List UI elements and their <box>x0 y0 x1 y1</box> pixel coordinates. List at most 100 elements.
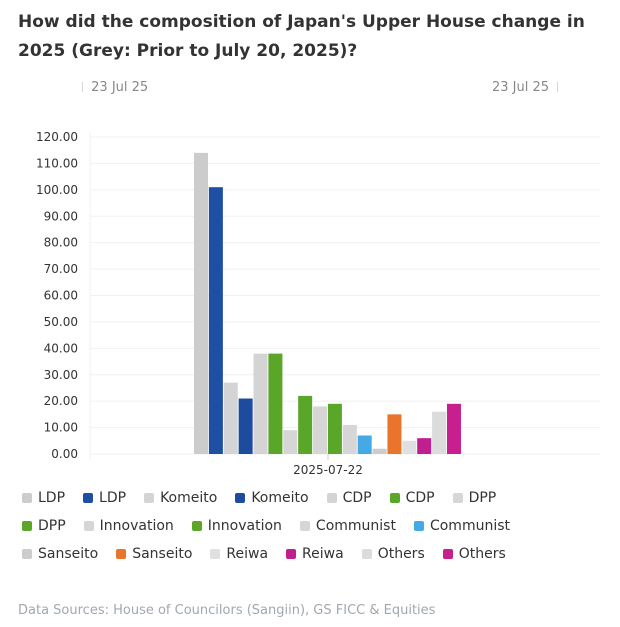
y-tick-label: 70.00 <box>44 262 78 276</box>
bar-chart: 0.00 10.00 20.00 30.00 40.00 50.00 60.00 70.00 8… <box>36 130 600 477</box>
legend-item-others-after[interactable]: Others <box>442 546 506 562</box>
bar-cdp-prior[interactable] <box>253 353 268 454</box>
y-tick-label: 50.00 <box>44 315 78 329</box>
y-axis: 0.00 10.00 20.00 30.00 40.00 50.00 60.00 70.00 8… <box>36 130 91 461</box>
legend-label: Sanseito <box>38 546 99 562</box>
y-tick-label: 60.00 <box>44 289 78 303</box>
legend-swatch <box>22 549 32 559</box>
range-start-label: 23 Jul 25 <box>91 80 149 95</box>
legend-swatch <box>210 549 221 559</box>
x-tick-label: 2025-07-22 <box>293 463 363 477</box>
legend-label: Communist <box>315 518 396 534</box>
y-tick-label: 0.00 <box>51 447 78 461</box>
bar-reiwa-after[interactable] <box>417 438 432 454</box>
bar-dpp-after[interactable] <box>298 395 313 454</box>
legend-swatch <box>144 493 155 503</box>
bar-ldp-after[interactable] <box>208 187 223 455</box>
legend-label: Sanseito <box>132 546 193 562</box>
legend-item-komeito-after[interactable]: Komeito <box>235 490 309 506</box>
legend-item-dpp-after[interactable]: DPP <box>22 518 66 534</box>
bar-others-after[interactable] <box>446 403 461 454</box>
legend-swatch <box>83 521 94 531</box>
legend-item-communist-prior[interactable]: Communist <box>299 518 396 534</box>
legend-item-innovation-after[interactable]: Innovation <box>191 518 282 534</box>
bar-reiwa-prior[interactable] <box>402 440 417 454</box>
bar-cdp-after[interactable] <box>268 353 283 454</box>
legend-swatch <box>452 493 463 503</box>
legend: LDP LDP Komeito Komeito CDP CDP DPP DPP Innovati… <box>22 484 612 568</box>
legend-swatch <box>116 549 127 559</box>
legend-row: LDP LDP Komeito Komeito CDP CDP DPP <box>22 484 612 512</box>
legend-label: Others <box>377 546 425 562</box>
legend-item-reiwa-after[interactable]: Reiwa <box>286 546 344 562</box>
data-source-note: Data Sources: House of Councilors (Sangi… <box>18 603 436 618</box>
y-tick-label: 30.00 <box>44 368 78 382</box>
legend-item-others-prior[interactable]: Others <box>361 546 425 562</box>
bar-innovation-prior[interactable] <box>313 406 328 454</box>
legend-label: Innovation <box>99 518 174 534</box>
legend-item-cdp-after[interactable]: CDP <box>389 490 435 506</box>
legend-label: LDP <box>38 490 66 506</box>
legend-label: DPP <box>468 490 497 506</box>
legend-label: Reiwa <box>302 546 344 562</box>
legend-row: DPP Innovation Innovation Communist Communis… <box>22 512 612 540</box>
bar-others-prior[interactable] <box>432 411 447 454</box>
y-tick-label: 120.00 <box>36 130 78 144</box>
legend-item-dpp-prior[interactable]: DPP <box>452 490 497 506</box>
legend-item-communist-after[interactable]: Communist <box>413 518 511 534</box>
bars <box>194 152 461 455</box>
y-tick-label: 40.00 <box>44 341 78 355</box>
bar-komeito-prior[interactable] <box>223 382 238 454</box>
bar-innovation-after[interactable] <box>327 403 342 454</box>
x-axis: 2025-07-22 <box>293 454 363 477</box>
bar-sanseito-prior[interactable] <box>372 448 387 454</box>
legend-swatch <box>299 521 310 531</box>
legend-item-ldp-prior[interactable]: LDP <box>22 490 65 506</box>
legend-swatch <box>389 493 400 503</box>
range-end-handle[interactable]: 23 Jul 25 <box>492 80 558 95</box>
bar-dpp-prior[interactable] <box>283 430 298 454</box>
y-tick-label: 110.00 <box>36 156 78 170</box>
legend-swatch <box>191 521 202 531</box>
y-tick-label: 80.00 <box>44 236 78 250</box>
legend-label: Others <box>458 546 506 562</box>
legend-item-innovation-prior[interactable]: Innovation <box>83 518 174 534</box>
legend-item-sanseito-after[interactable]: Sanseito <box>116 546 192 562</box>
bar-ldp-prior[interactable] <box>194 152 208 454</box>
legend-item-ldp-after[interactable]: LDP <box>83 490 126 506</box>
legend-swatch <box>22 521 32 531</box>
y-tick-label: 10.00 <box>44 421 78 435</box>
y-tick-label: 20.00 <box>44 394 78 408</box>
legend-label: Innovation <box>207 518 282 534</box>
legend-swatch <box>235 493 246 503</box>
legend-swatch <box>413 521 424 531</box>
legend-label: CDP <box>405 490 435 506</box>
legend-label: LDP <box>99 490 127 506</box>
gridlines <box>90 136 600 455</box>
legend-label: Communist <box>429 518 511 534</box>
legend-swatch <box>442 549 453 559</box>
legend-label: Reiwa <box>226 546 269 562</box>
legend-item-cdp-prior[interactable]: CDP <box>326 490 372 506</box>
legend-label: CDP <box>342 490 372 506</box>
range-end-label: 23 Jul 25 <box>492 80 550 95</box>
legend-swatch <box>326 493 337 503</box>
y-tick-label: 90.00 <box>44 209 78 223</box>
legend-label: Komeito <box>251 490 309 506</box>
legend-item-komeito-prior[interactable]: Komeito <box>144 490 217 506</box>
bar-communist-prior[interactable] <box>342 424 357 454</box>
legend-item-sanseito-prior[interactable]: Sanseito <box>22 546 98 562</box>
y-tick-label: 100.00 <box>36 183 78 197</box>
legend-label: Komeito <box>160 490 218 506</box>
legend-swatch <box>286 549 297 559</box>
legend-swatch <box>83 493 94 503</box>
legend-label: DPP <box>38 518 66 534</box>
legend-swatch <box>22 493 32 503</box>
range-start-handle[interactable]: 23 Jul 25 <box>82 80 148 95</box>
legend-swatch <box>361 549 372 559</box>
legend-item-reiwa-prior[interactable]: Reiwa <box>210 546 268 562</box>
bar-communist-after[interactable] <box>357 435 372 454</box>
chart-title: How did the composition of Japan's Upper… <box>18 12 585 61</box>
bar-komeito-after[interactable] <box>238 398 253 454</box>
bar-sanseito-after[interactable] <box>387 414 402 454</box>
